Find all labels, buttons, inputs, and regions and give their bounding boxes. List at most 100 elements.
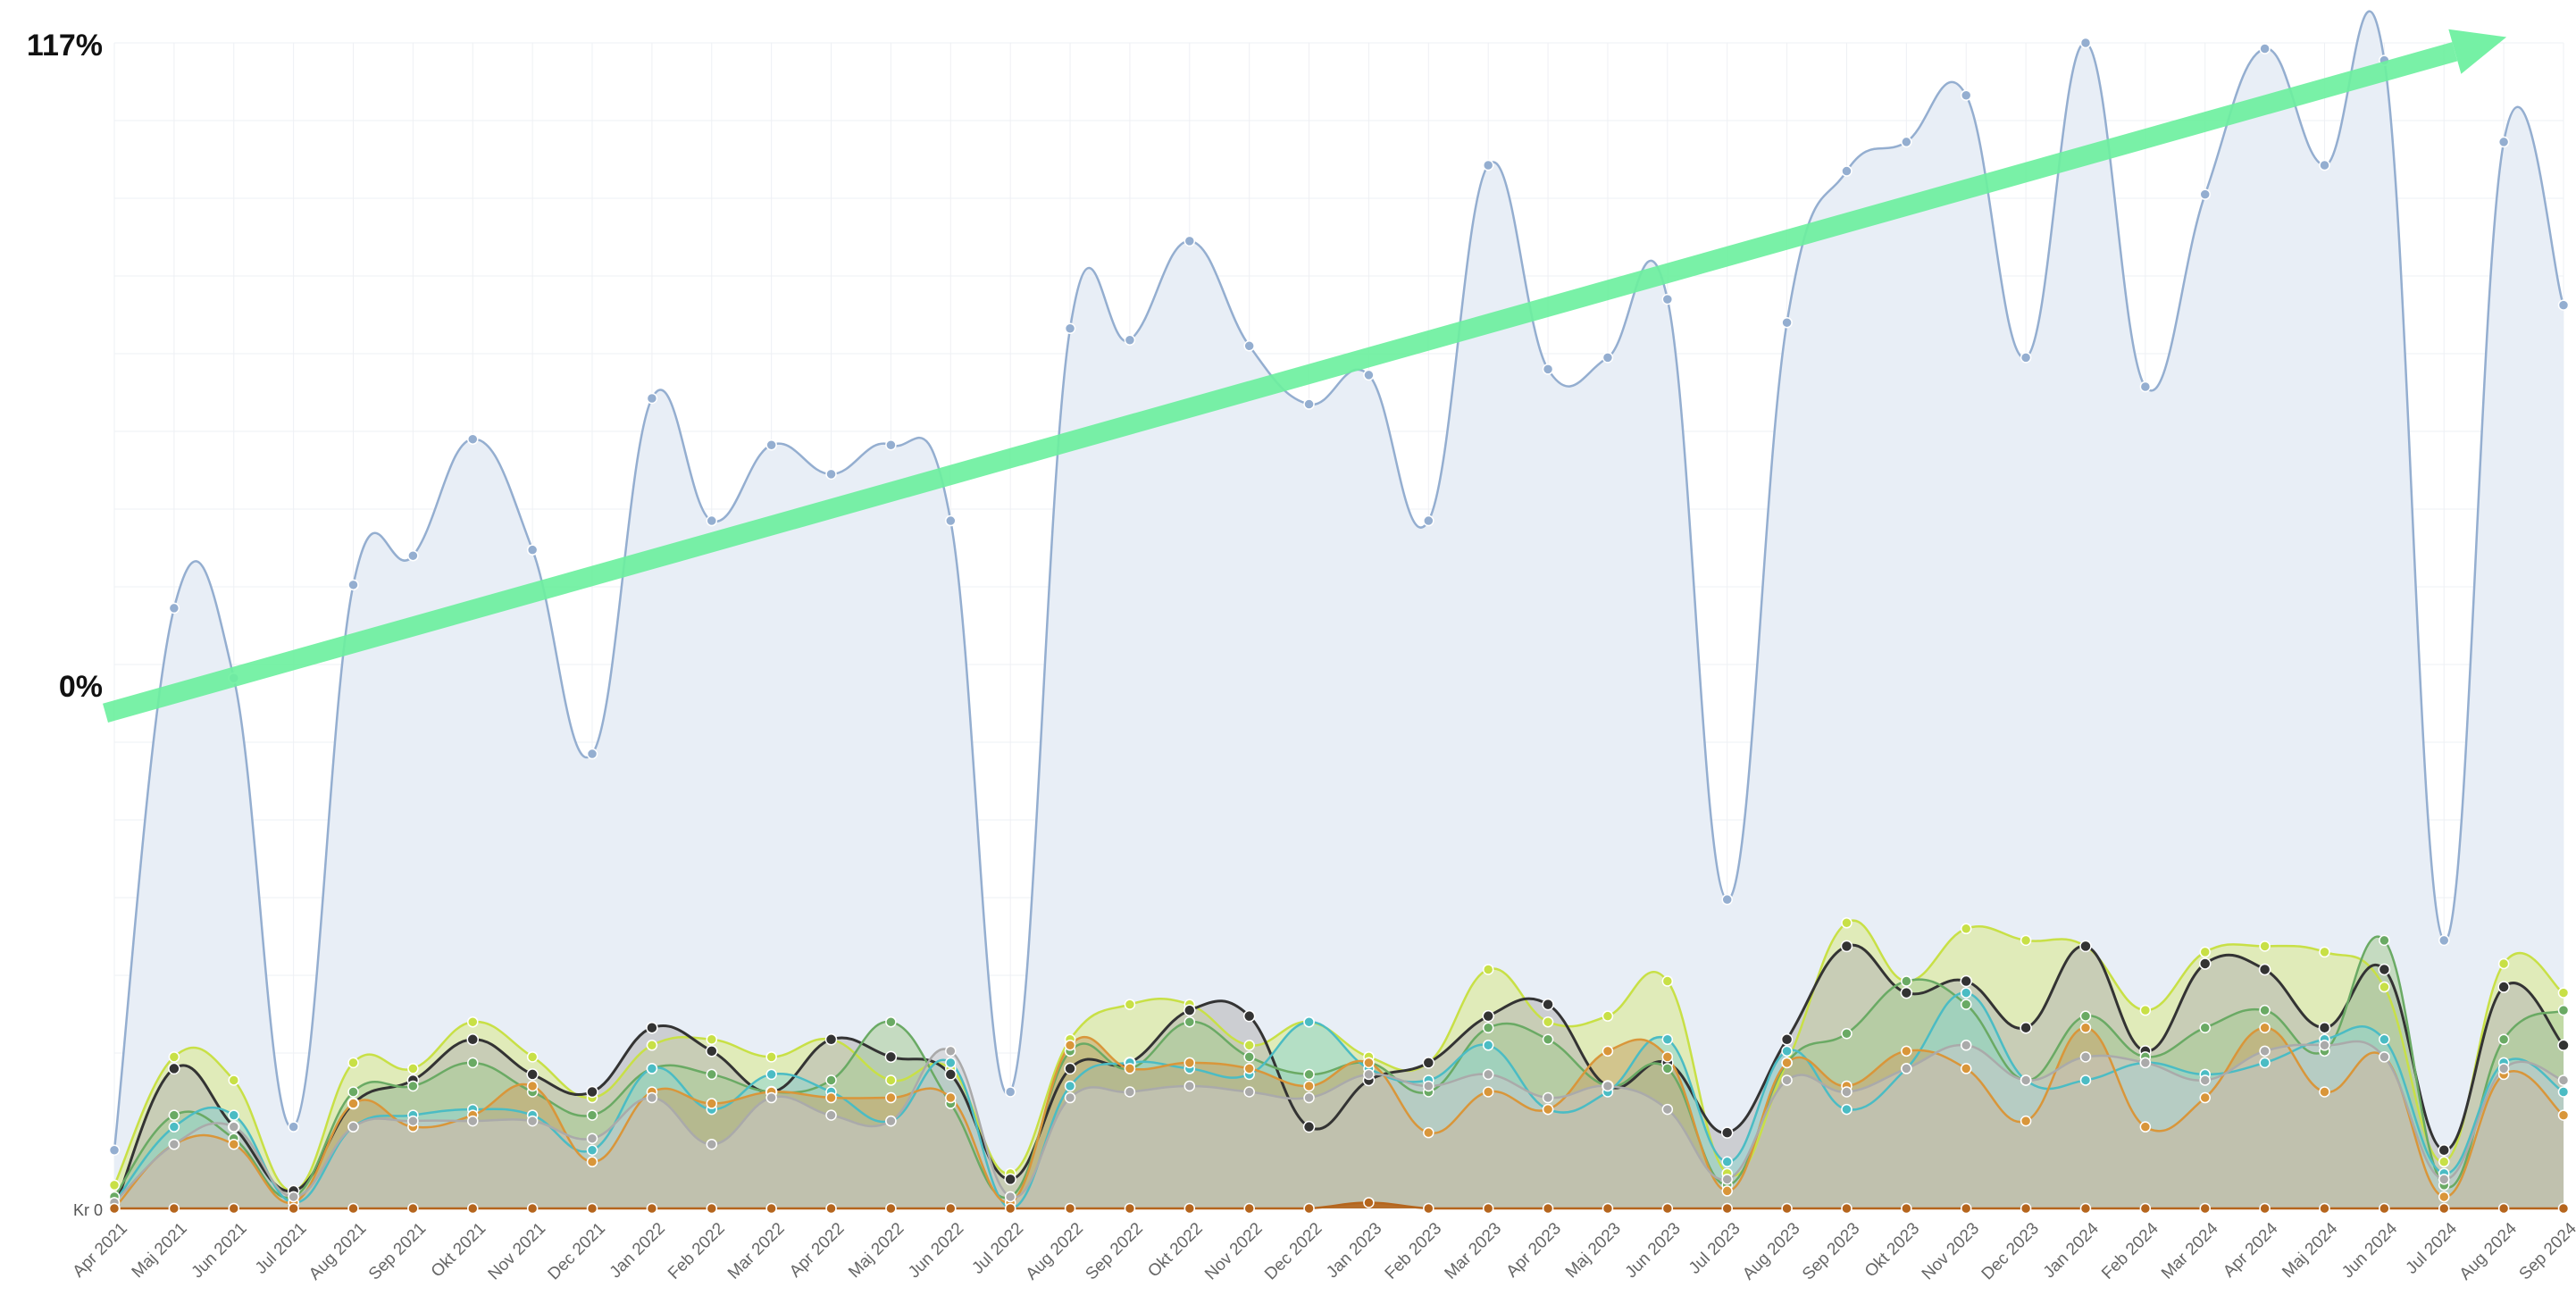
series-6-point	[2020, 1115, 2032, 1127]
series-3-point	[2318, 1021, 2331, 1034]
series-5-point	[1064, 1080, 1076, 1092]
series-8-point	[825, 1202, 837, 1215]
series-2-point	[1542, 1016, 1554, 1028]
series-8-point	[1423, 1202, 1434, 1215]
series-2-point	[1124, 999, 1136, 1010]
x-tick-label: Okt 2023	[1861, 1219, 1923, 1281]
series-8-point	[2079, 1202, 2092, 1215]
series-2-point	[2199, 946, 2211, 958]
series-4-point	[706, 1068, 718, 1081]
series-3-point	[1242, 1009, 1256, 1023]
x-tick-label: Jun 2021	[188, 1219, 251, 1282]
y-axis-bottom-label: Kr 0	[73, 1201, 103, 1219]
series-2-point	[2020, 934, 2032, 947]
series-7-point	[1721, 1174, 1733, 1185]
series-1-point	[407, 549, 419, 562]
series-8-point	[2199, 1202, 2211, 1215]
series-2-point	[108, 1179, 121, 1191]
series-7-point	[467, 1115, 479, 1127]
series-area-7	[114, 1041, 2563, 1208]
series-8-point	[407, 1202, 419, 1215]
series-2-point	[407, 1063, 419, 1074]
series-7-point	[347, 1121, 359, 1133]
x-tick-label: Feb 2022	[665, 1219, 729, 1283]
x-tick-label: Apr 2022	[786, 1219, 848, 1281]
series-1-point	[1602, 352, 1614, 364]
series-1-point	[1183, 235, 1196, 247]
series-7-point	[2557, 1074, 2570, 1086]
series-8-point	[1124, 1202, 1136, 1215]
series-6-point	[228, 1138, 240, 1150]
series-8-point	[2020, 1202, 2032, 1215]
x-tick-label: Sep 2021	[365, 1219, 430, 1283]
series-5-point	[765, 1068, 777, 1081]
series-8-point	[1602, 1202, 1614, 1215]
series-1-point	[1901, 136, 1912, 148]
series-1-point	[1781, 316, 1793, 329]
series-1-point	[2079, 37, 2092, 49]
series-8-point	[1363, 1197, 1375, 1208]
series-2-point	[526, 1051, 539, 1063]
series-1-point	[586, 748, 598, 760]
series-3-point	[646, 1021, 658, 1034]
series-3-point	[1302, 1120, 1316, 1133]
x-tick-label: Jul 2023	[1685, 1219, 1744, 1278]
series-8-point	[347, 1202, 359, 1215]
series-3-point	[586, 1085, 598, 1099]
series-1-point	[1542, 364, 1554, 375]
series-8-point	[2438, 1202, 2450, 1215]
series-2-point	[706, 1033, 718, 1046]
series-2-point	[467, 1016, 479, 1028]
series-5-point	[2259, 1057, 2271, 1069]
series-3-point	[1004, 1173, 1016, 1186]
series-4-point	[586, 1109, 598, 1121]
series-4-point	[1542, 1033, 1554, 1046]
series-3-point	[944, 1068, 958, 1081]
x-tick-label: Jul 2022	[968, 1219, 1027, 1278]
series-7-point	[586, 1133, 598, 1144]
series-1-point	[526, 544, 539, 556]
series-1-point	[1841, 165, 1853, 177]
series-6-point	[1243, 1063, 1255, 1074]
series-8-point	[2497, 1202, 2510, 1215]
x-tick-label: Aug 2024	[2456, 1219, 2522, 1284]
series-3-point	[466, 1033, 480, 1046]
series-7-point	[1542, 1091, 1554, 1104]
series-8-point	[2139, 1202, 2152, 1215]
series-8-point	[1482, 1202, 1494, 1215]
series-1-point	[288, 1121, 299, 1133]
series-2-point	[1482, 964, 1494, 975]
series-1-point	[2020, 352, 2032, 364]
y-axis-top-label: 117%	[27, 29, 103, 63]
x-tick-label: Jan 2024	[2040, 1219, 2103, 1282]
series-6-point	[1661, 1051, 1674, 1063]
series-1-point	[1661, 293, 1674, 305]
series-3-point	[1482, 1009, 1494, 1023]
series-4-point	[1960, 999, 1972, 1010]
series-4-point	[2379, 934, 2390, 947]
x-tick-label: Sep 2024	[2516, 1219, 2576, 1284]
series-6-point	[1960, 1063, 1972, 1074]
series-7-point	[945, 1045, 957, 1057]
series-7-point	[2139, 1057, 2152, 1069]
series-4-point	[1901, 975, 1912, 987]
series-3-point	[1542, 998, 1554, 1011]
series-4-point	[1841, 1028, 1853, 1040]
series-6-point	[1363, 1057, 1375, 1069]
series-7-point	[1423, 1080, 1434, 1092]
x-tick-label: Aug 2021	[305, 1219, 370, 1283]
x-tick-label: Okt 2021	[428, 1219, 489, 1281]
series-1-point	[2259, 43, 2271, 54]
series-5-point	[168, 1121, 180, 1133]
series-7-point	[1303, 1091, 1315, 1104]
series-3-point	[1960, 974, 1972, 988]
series-6-point	[1721, 1185, 1733, 1197]
series-2-point	[168, 1051, 180, 1063]
series-1-point	[765, 439, 777, 451]
series-4-point	[1661, 1063, 1674, 1074]
x-tick-label: Maj 2023	[1562, 1219, 1625, 1282]
series-3-point	[824, 1033, 838, 1046]
series-1-point	[2438, 934, 2450, 947]
series-5-point	[646, 1063, 658, 1074]
series-1-point	[2557, 299, 2570, 311]
